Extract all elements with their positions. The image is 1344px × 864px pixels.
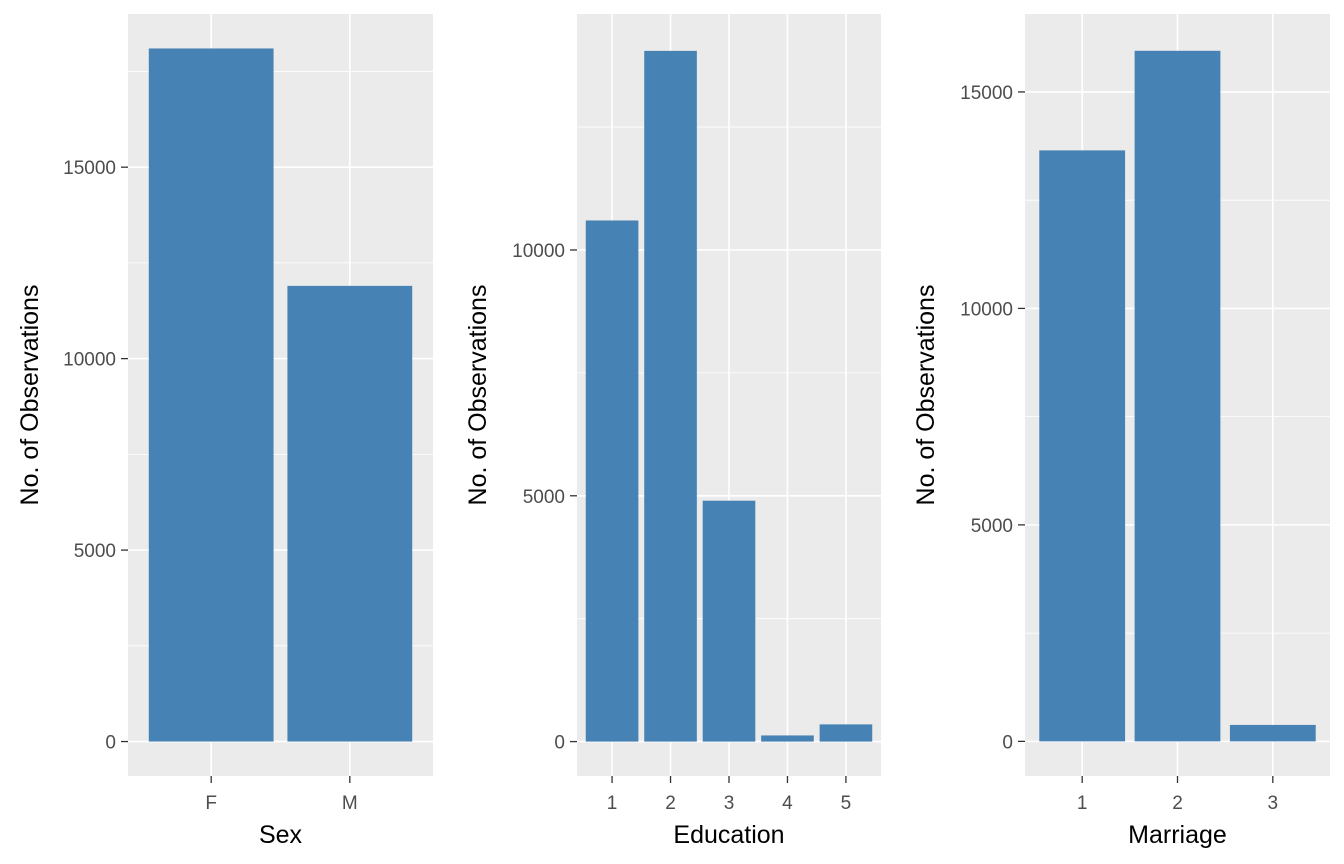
- education-bar-5: [819, 724, 873, 742]
- sex-y-tick-label: 15000: [63, 158, 116, 179]
- education-x-tick-label: 1: [607, 793, 618, 814]
- education-bar-1: [585, 220, 639, 742]
- sex-y-axis-title: No. of Observations: [16, 285, 44, 506]
- marriage-x-tick-label: 2: [1172, 793, 1183, 814]
- sex-bar-F: [148, 48, 274, 742]
- marriage-bar-3: [1229, 724, 1316, 742]
- sex-x-axis-title: Sex: [259, 821, 303, 849]
- marriage-bar-2: [1134, 50, 1221, 742]
- sex-y-tick-label: 0: [105, 733, 116, 754]
- sex-x-tick-label: F: [205, 793, 217, 814]
- marriage-x-axis-title: Marriage: [1128, 821, 1227, 849]
- education-x-tick-label: 4: [782, 793, 793, 814]
- education-bar-4: [761, 735, 814, 742]
- education-x-axis-title: Education: [673, 821, 784, 849]
- marriage-y-tick-label: 15000: [960, 83, 1013, 104]
- sex-y-tick-label: 10000: [63, 350, 116, 371]
- marriage-y-axis-title: No. of Observations: [912, 285, 940, 506]
- chart-panel-sex: 0 5000 10000 15000 F M Sex No. of Observations: [16, 14, 433, 849]
- education-y-tick-label: 10000: [512, 241, 565, 262]
- education-y-tick-label: 0: [554, 733, 565, 754]
- chart-panel-education: 0 5000 10000 1 2 3 4 5 Education No. of Observati…: [464, 14, 881, 849]
- education-x-tick-label: 5: [841, 793, 852, 814]
- education-bar-3: [702, 500, 756, 742]
- education-y-tick-label: 5000: [523, 487, 565, 508]
- education-y-axis-title: No. of Observations: [464, 285, 492, 506]
- marriage-y-tick-label: 10000: [960, 299, 1013, 320]
- marriage-y-tick-label: 5000: [971, 516, 1013, 537]
- marriage-y-tick-label: 0: [1002, 732, 1013, 753]
- marriage-bar-1: [1039, 150, 1126, 742]
- sex-bar-M: [287, 285, 413, 742]
- education-x-tick-label: 2: [665, 793, 676, 814]
- education-bar-2: [644, 50, 697, 742]
- marriage-x-tick-label: 1: [1077, 793, 1088, 814]
- education-x-tick-label: 3: [724, 793, 735, 814]
- sex-y-tick-label: 5000: [74, 541, 116, 562]
- marriage-x-tick-label: 3: [1268, 793, 1279, 814]
- sex-x-tick-label: M: [342, 793, 358, 814]
- chart-panel-marriage: 0 5000 10000 15000 1 2 3 Marriage No. of Observa…: [912, 14, 1330, 849]
